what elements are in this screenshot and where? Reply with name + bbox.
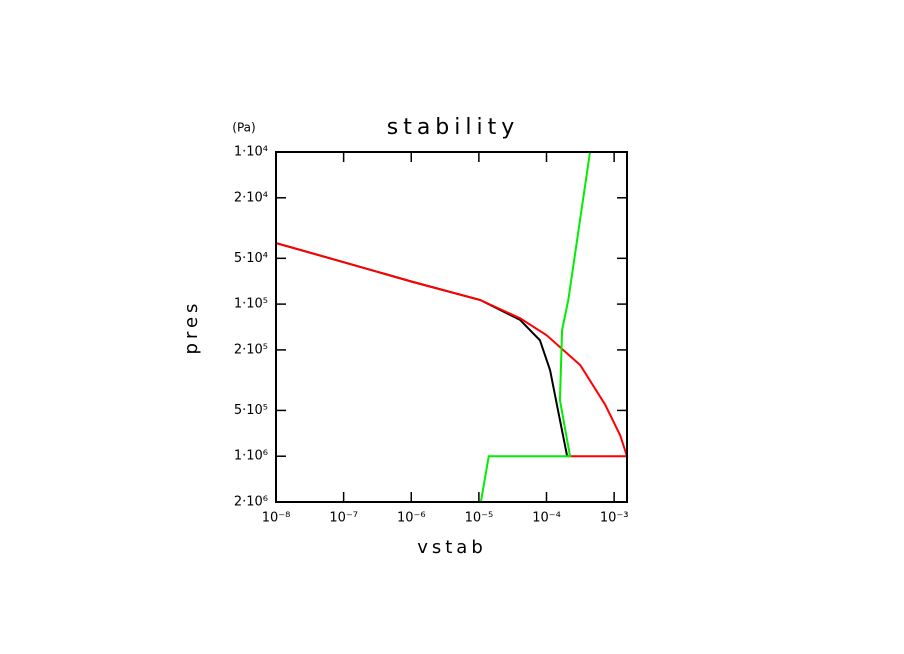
series-line	[479, 151, 592, 503]
x-tick-label: 10⁻⁶	[397, 511, 426, 526]
y-tick-label: 2·10⁶	[234, 495, 268, 510]
y-tick-label: 5·10⁴	[234, 251, 268, 266]
x-axis-label: vstab	[417, 537, 487, 558]
y-tick-label: 5·10⁵	[234, 403, 268, 418]
y-tick-label: 2·10⁴	[234, 190, 268, 205]
x-tick-label: 10⁻⁸	[262, 511, 291, 526]
series-line	[275, 152, 629, 458]
x-tick-label: 10⁻⁷	[329, 511, 358, 526]
series-line	[275, 242, 569, 457]
y-tick-label: 1·10⁵	[234, 297, 268, 312]
y-unit: (Pa)	[232, 121, 255, 135]
plot-frame	[275, 151, 628, 503]
x-tick-label: 10⁻⁵	[465, 511, 494, 526]
x-tick-label: 10⁻⁴	[532, 511, 561, 526]
x-tick-label: 10⁻³	[600, 511, 629, 526]
y-axis-label: pres	[181, 300, 202, 355]
chart-title: stability	[387, 115, 520, 140]
y-tick-label: 1·10⁴	[234, 145, 268, 160]
y-tick-label: 1·10⁶	[234, 449, 268, 464]
y-tick-label: 2·10⁵	[234, 342, 268, 357]
